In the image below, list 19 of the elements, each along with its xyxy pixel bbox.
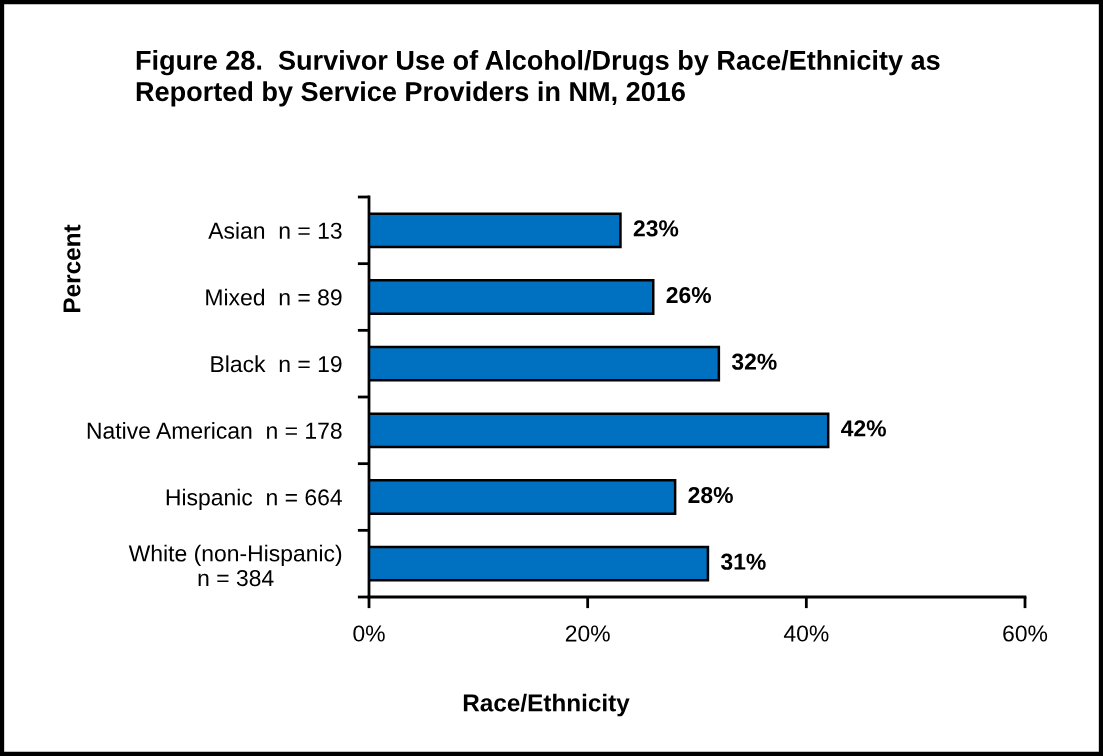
y-tick-label: Black n = 19: [211, 355, 342, 373]
x-tick-label: 40%: [783, 625, 829, 642]
x-axis-title: Race/Ethnicity: [463, 693, 630, 717]
data-label: 23%: [633, 220, 679, 237]
y-tick-label: White (non-Hispanic) n = 384: [128, 544, 342, 587]
chart-title: Figure 28. Survivor Use of Alcohol/Drugs by Race/Ethnicity as Reported by Service Providers in NM, 2016: [136, 50, 940, 107]
data-label: 26%: [666, 286, 712, 304]
data-label: 31%: [720, 553, 766, 570]
y-tick-label: Hispanic n = 664: [166, 488, 342, 511]
y-tick-label: Mixed n = 89: [206, 288, 342, 306]
x-tick-label: 20%: [565, 625, 610, 642]
y-tick-label: Asian n = 13: [208, 222, 342, 239]
x-tick-label: 0%: [353, 625, 385, 642]
data-label: 42%: [841, 420, 886, 437]
y-tick-label: Native American n = 178: [87, 422, 342, 439]
data-label: 32%: [731, 353, 777, 370]
data-label: 28%: [688, 486, 733, 504]
x-tick-label: 60%: [1003, 625, 1048, 642]
y-axis-title: Percent: [63, 224, 81, 312]
